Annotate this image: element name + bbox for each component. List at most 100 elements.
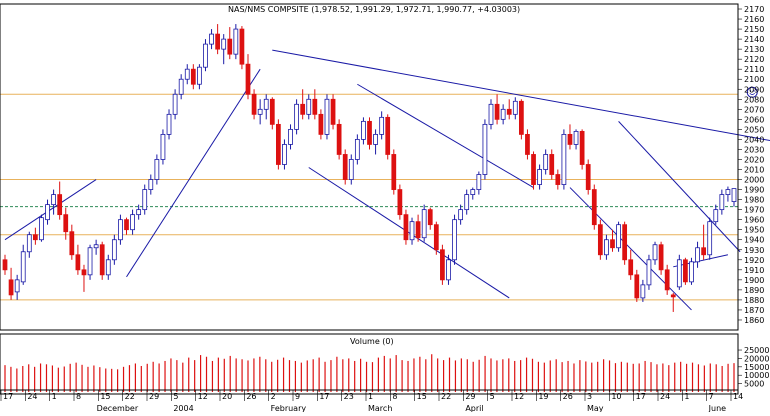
candle-body — [591, 189, 597, 226]
candle — [512, 97, 518, 120]
candle — [245, 54, 251, 100]
candle-body — [63, 214, 69, 233]
candle — [257, 99, 263, 125]
trendline — [357, 83, 534, 188]
y-tick-label: 1890 — [744, 286, 764, 295]
candle-body — [701, 247, 706, 256]
y-tick-label: 2080 — [744, 95, 764, 104]
candle — [683, 257, 688, 285]
candle — [282, 139, 287, 170]
candle — [354, 134, 360, 165]
candle-body — [409, 221, 415, 241]
candle — [136, 204, 142, 220]
candle — [373, 129, 378, 155]
candle-body — [318, 113, 324, 135]
candle — [324, 94, 330, 140]
candle-body — [269, 98, 275, 125]
candle — [713, 204, 719, 225]
candle — [628, 249, 634, 280]
candle-body — [124, 219, 129, 231]
y-tick-label: 2120 — [744, 55, 764, 64]
candle-body — [549, 154, 555, 175]
candle-body — [197, 66, 202, 85]
candle — [154, 154, 160, 185]
x-tick-label: 23 — [344, 392, 354, 401]
x-tick-label: 24 — [660, 392, 670, 401]
candle — [610, 229, 615, 252]
candle-body — [276, 123, 281, 165]
volume-tick-label: 20000 — [744, 354, 769, 363]
candle — [227, 27, 233, 60]
x-tick-label: 26 — [563, 392, 573, 401]
candle-body — [525, 133, 530, 155]
x-tick-label: 3 — [587, 392, 592, 401]
candle-body — [33, 234, 38, 241]
trendlines — [4, 49, 770, 311]
x-month-label: 2004 — [173, 404, 193, 412]
volume-tick-label: 10000 — [744, 371, 769, 380]
y-tick-label: 1900 — [744, 276, 764, 285]
candle-body — [676, 259, 682, 288]
candle — [391, 149, 397, 195]
x-tick-label: 1 — [52, 392, 57, 401]
y-tick-label: 2010 — [744, 166, 764, 175]
trendline — [4, 179, 97, 241]
trendline — [618, 121, 741, 253]
candle — [233, 24, 239, 60]
candle — [579, 129, 585, 170]
candle — [555, 169, 561, 190]
x-month-label: May — [587, 404, 604, 412]
volume-tick-label: 5000 — [744, 380, 764, 389]
candle — [488, 99, 494, 130]
candle-body — [20, 251, 26, 283]
candle-body — [69, 231, 75, 256]
candle — [707, 217, 713, 260]
x-tick-label: 17 — [3, 392, 13, 401]
x-tick-label: 2 — [271, 392, 276, 401]
candle — [69, 224, 75, 260]
y-tick-label: 1960 — [744, 216, 764, 225]
candle — [367, 117, 372, 150]
candle — [397, 184, 403, 220]
candle-body — [136, 209, 142, 216]
candle — [385, 114, 391, 160]
candle — [184, 64, 190, 85]
y-tick-label: 1950 — [744, 226, 764, 235]
candle-body — [233, 28, 239, 55]
candle — [670, 292, 676, 312]
y-tick-label: 2060 — [744, 115, 764, 124]
candle-body — [51, 194, 56, 206]
candle-body — [494, 103, 500, 120]
candle — [348, 154, 354, 185]
candle — [124, 217, 129, 235]
candle — [57, 181, 63, 220]
candle-body — [658, 244, 664, 271]
candle-body — [610, 239, 615, 249]
y-tick-label: 1990 — [744, 186, 764, 195]
candle — [148, 174, 154, 195]
candle — [664, 264, 670, 295]
x-tick-label: 7 — [709, 392, 714, 401]
x-tick-label: 17 — [636, 392, 646, 401]
candle-body — [689, 261, 694, 283]
candle-body — [683, 259, 688, 283]
candle-body — [452, 219, 457, 261]
candle-body — [670, 294, 676, 298]
candle — [525, 129, 530, 160]
candle-body — [561, 133, 567, 185]
x-tick-label: 26 — [246, 392, 256, 401]
candle — [160, 129, 166, 165]
volume-tick-label: 25000 — [744, 346, 769, 355]
candle — [20, 244, 26, 285]
candle-body — [488, 103, 494, 125]
candle — [8, 267, 14, 300]
x-tick-label: 29 — [149, 392, 159, 401]
candle-body — [634, 274, 640, 299]
candle-body — [713, 209, 719, 223]
candle — [409, 217, 415, 245]
candle-body — [282, 144, 287, 165]
candle — [330, 94, 336, 130]
y-tick-label: 1970 — [744, 206, 764, 215]
y-tick-label: 1980 — [744, 196, 764, 205]
candle — [178, 74, 184, 100]
